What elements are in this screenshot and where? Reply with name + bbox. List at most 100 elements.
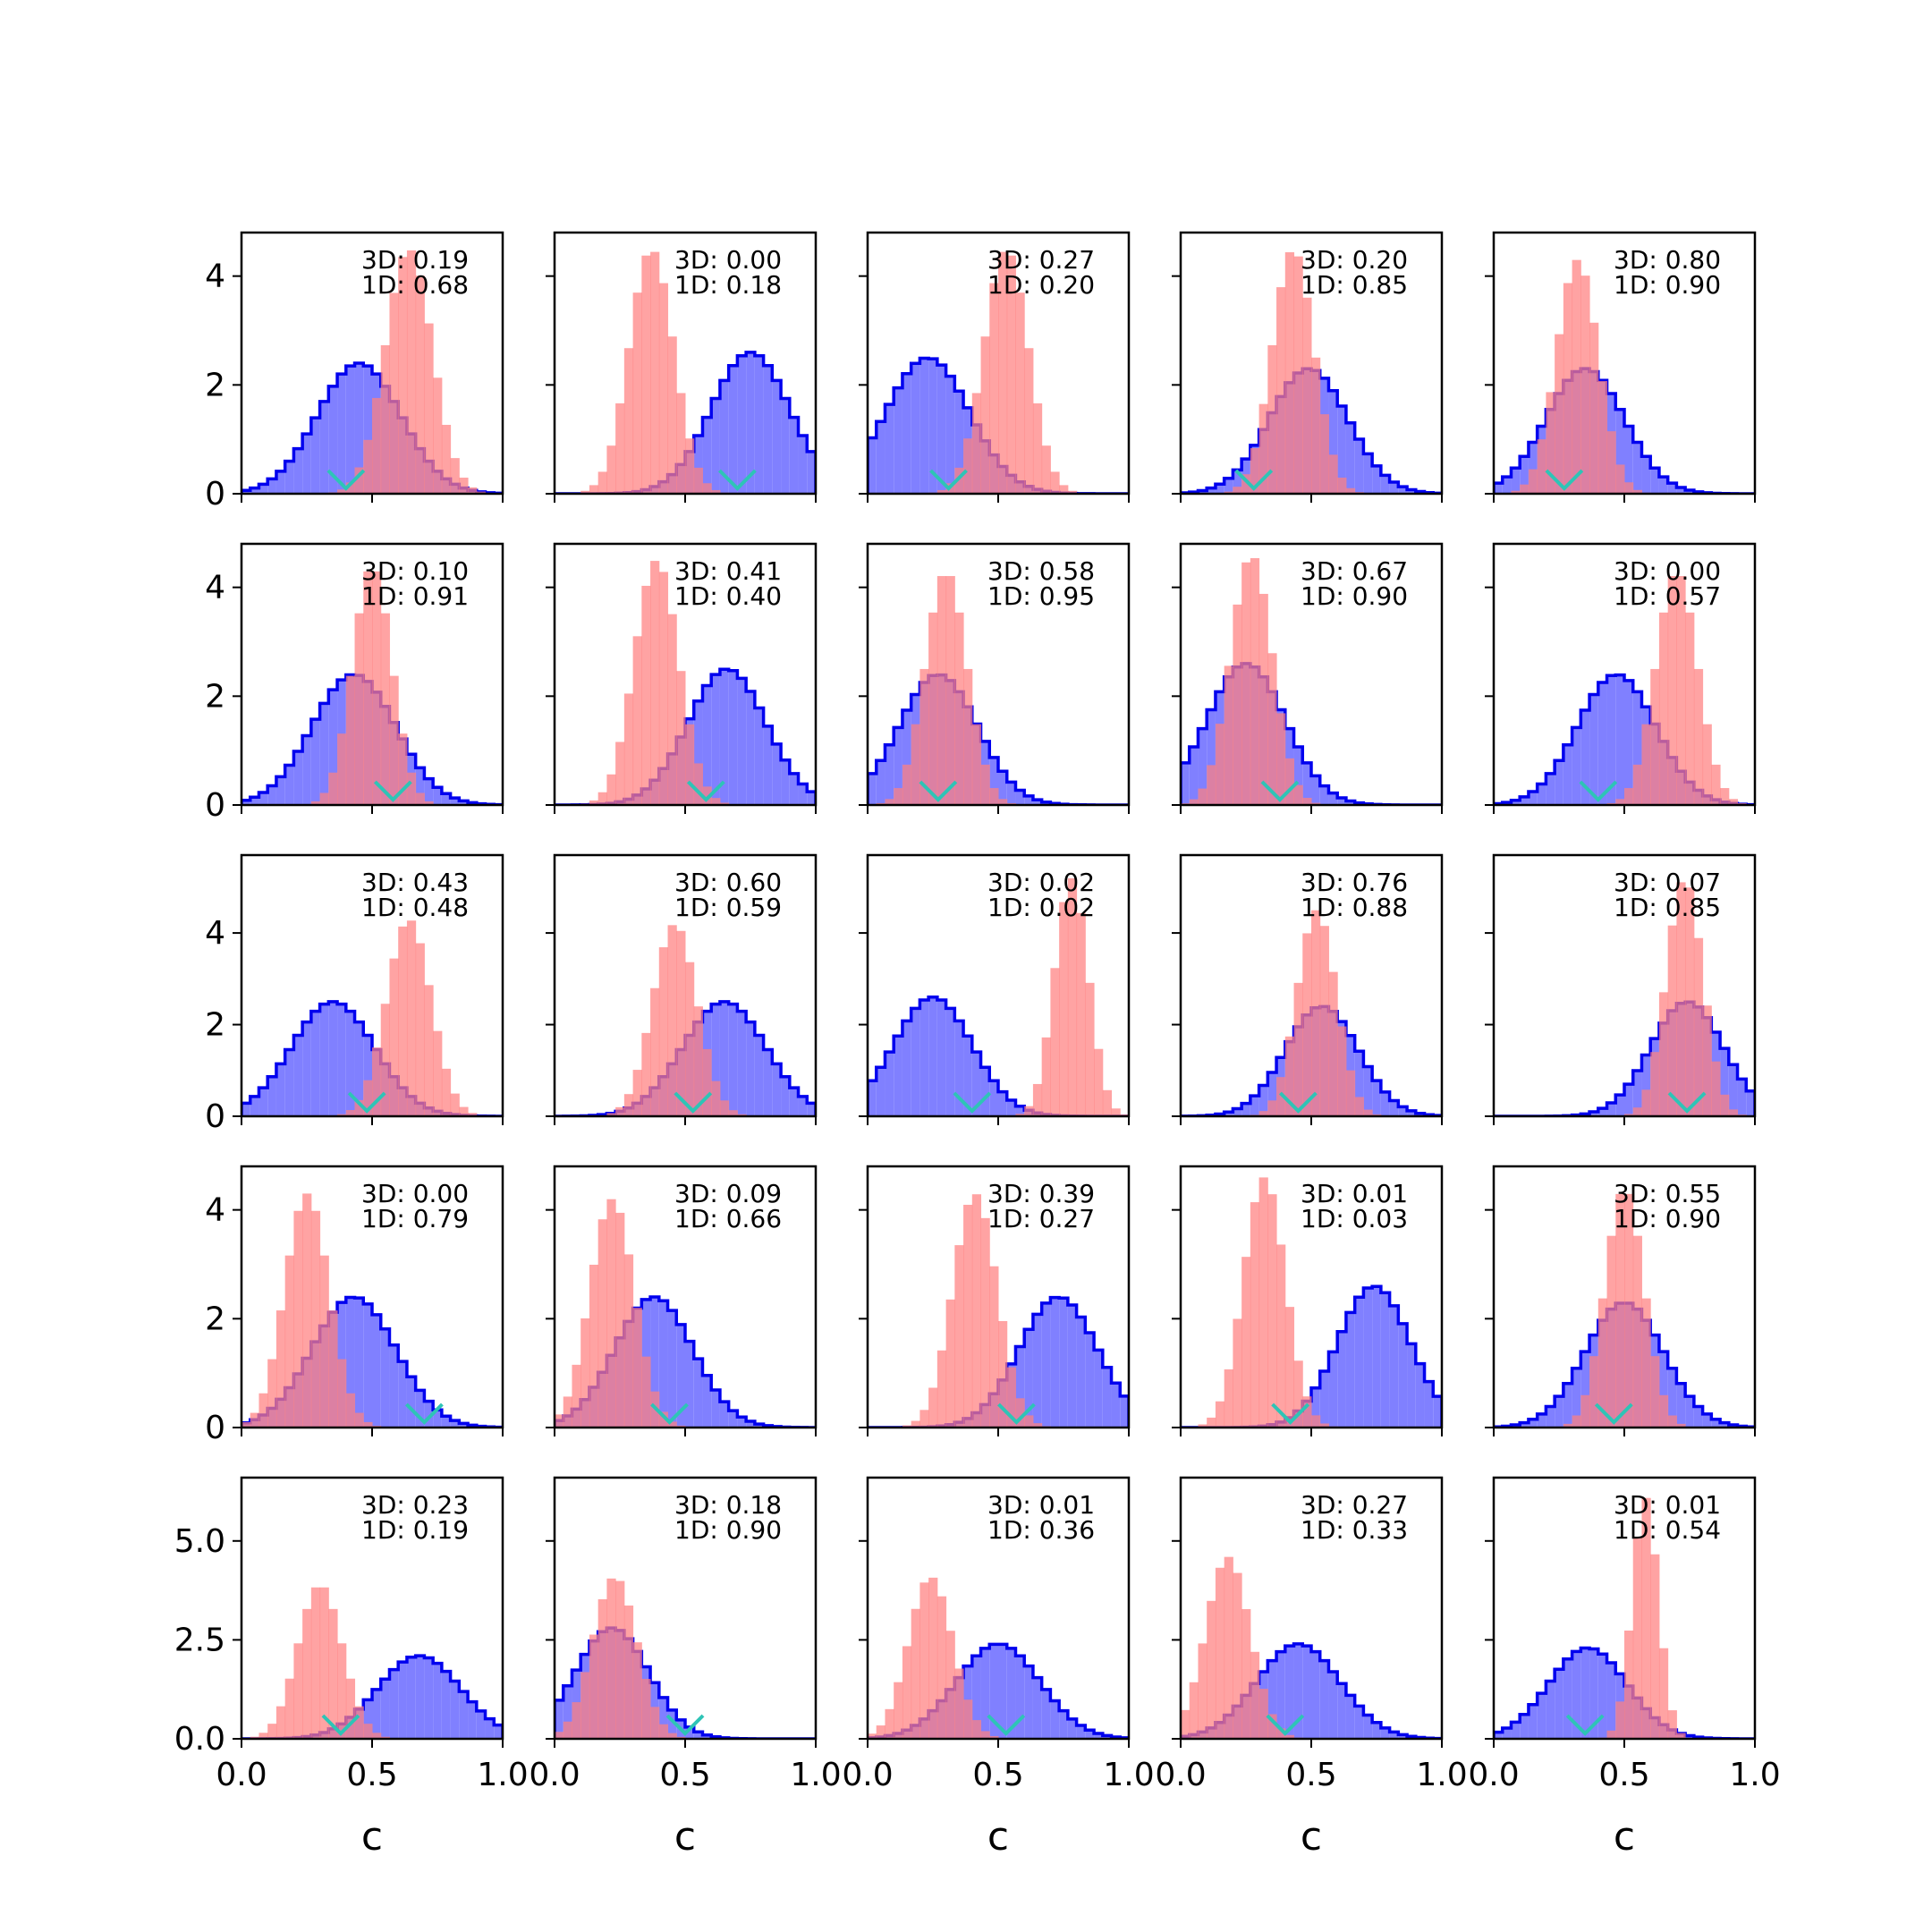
red-histogram-bar bbox=[1615, 464, 1625, 494]
blue-histogram-bar bbox=[1337, 798, 1346, 805]
red-histogram-bar bbox=[998, 1320, 1008, 1428]
plot-area bbox=[242, 250, 503, 494]
blue-histogram-bar bbox=[658, 1301, 668, 1428]
red-histogram-bar bbox=[258, 1733, 268, 1739]
annotation-1d: 1D: 0.48 bbox=[361, 893, 469, 922]
red-histogram-bar bbox=[1624, 788, 1634, 805]
red-histogram-bar bbox=[1024, 348, 1034, 494]
red-histogram-bar bbox=[615, 402, 625, 494]
red-histogram-bar bbox=[293, 1643, 303, 1739]
red-histogram-bar bbox=[389, 292, 399, 494]
blue-histogram-bar bbox=[1389, 1732, 1399, 1739]
blue-histogram-bar bbox=[398, 1662, 407, 1739]
x-axis-label: c bbox=[1301, 1814, 1322, 1860]
plot-area bbox=[868, 877, 1129, 1116]
red-histogram-bar bbox=[1284, 252, 1295, 494]
red-histogram-bar bbox=[415, 792, 425, 805]
red-histogram-bar bbox=[632, 1642, 642, 1739]
annotation-3d: 3D: 0.76 bbox=[1301, 868, 1408, 897]
blue-histogram-bar bbox=[1006, 1648, 1016, 1739]
blue-histogram-bar bbox=[1345, 1312, 1355, 1428]
blue-histogram-bar bbox=[1572, 1368, 1581, 1428]
blue-histogram-bar bbox=[763, 365, 773, 494]
plot-area bbox=[555, 251, 816, 494]
red-histogram-bar bbox=[1641, 1298, 1651, 1428]
blue-histogram-bar bbox=[363, 1699, 372, 1739]
blue-histogram-bar bbox=[1632, 691, 1642, 805]
blue-histogram-bar bbox=[885, 404, 894, 494]
annotation-1d: 1D: 0.79 bbox=[361, 1204, 469, 1233]
red-histogram-bar bbox=[641, 1356, 651, 1428]
blue-histogram-bar bbox=[1085, 1730, 1095, 1739]
annotation-3d: 3D: 0.55 bbox=[1614, 1179, 1721, 1208]
true-value-marker bbox=[987, 1714, 1026, 1736]
red-histogram-bar bbox=[1094, 1048, 1104, 1116]
blue-histogram-bar bbox=[1076, 1317, 1086, 1428]
red-histogram-bar bbox=[1041, 445, 1051, 494]
blue-histogram-bar bbox=[242, 490, 250, 494]
red-histogram-bar bbox=[1311, 1415, 1321, 1428]
blue-histogram-bar bbox=[354, 363, 364, 494]
blue-histogram-bar bbox=[989, 1644, 998, 1739]
red-histogram-bar bbox=[580, 1672, 590, 1739]
annotation-3d: 3D: 0.10 bbox=[361, 556, 469, 586]
red-histogram-bar bbox=[1250, 448, 1260, 494]
red-histogram-bar bbox=[1606, 1235, 1616, 1428]
red-histogram-bar bbox=[310, 801, 321, 805]
red-histogram-bar bbox=[876, 1725, 886, 1739]
red-histogram-bar bbox=[589, 800, 599, 805]
red-histogram-bar bbox=[1728, 1109, 1739, 1116]
blue-histogram-bar bbox=[868, 437, 877, 494]
red-histogram-bar bbox=[345, 1678, 356, 1739]
annotation-3d: 3D: 0.20 bbox=[1301, 245, 1408, 275]
red-histogram-bar bbox=[1667, 576, 1677, 805]
true-value-marker bbox=[373, 780, 412, 802]
plot-area bbox=[868, 1577, 1129, 1739]
blue-histogram-bar bbox=[302, 434, 311, 494]
blue-histogram-bar bbox=[1207, 487, 1216, 494]
x-tick-label: 1.0 bbox=[1103, 1757, 1154, 1793]
red-histogram-bar bbox=[1319, 1423, 1329, 1428]
annotation-1d: 1D: 0.20 bbox=[987, 270, 1095, 300]
y-tick-label: 0 bbox=[205, 1410, 225, 1446]
blue-histogram-bar bbox=[1067, 1718, 1077, 1739]
blue-histogram-bar bbox=[380, 1679, 390, 1739]
red-histogram-bar bbox=[711, 798, 721, 805]
red-histogram-bar bbox=[685, 962, 695, 1116]
blue-histogram-bar bbox=[911, 1008, 920, 1116]
blue-histogram-bar bbox=[658, 1697, 668, 1739]
blue-histogram-bar bbox=[1424, 1381, 1434, 1428]
red-histogram-bar bbox=[1276, 713, 1286, 805]
blue-histogram-bar bbox=[1293, 1643, 1303, 1739]
red-histogram-bar bbox=[1276, 1077, 1286, 1116]
y-tick-label: 4 bbox=[205, 915, 225, 952]
red-histogram-bar bbox=[623, 348, 634, 494]
red-histogram-bar bbox=[380, 1004, 390, 1116]
red-histogram-bar bbox=[1302, 798, 1312, 805]
blue-histogram-bar bbox=[389, 1344, 399, 1428]
annotation-1d: 1D: 0.66 bbox=[674, 1204, 782, 1233]
y-tick-label: 0 bbox=[205, 1098, 225, 1135]
red-histogram-bar bbox=[693, 1006, 703, 1116]
true-value-marker bbox=[1545, 469, 1584, 491]
blue-histogram-bar bbox=[441, 793, 451, 805]
red-histogram-bar bbox=[641, 585, 651, 805]
blue-histogram-bar bbox=[876, 760, 886, 805]
red-histogram-bar bbox=[1284, 1307, 1295, 1428]
blue-histogram-bar bbox=[746, 1021, 755, 1116]
red-histogram-bar bbox=[1589, 1356, 1599, 1428]
blue-histogram-bar bbox=[1189, 746, 1199, 805]
red-histogram-bar bbox=[919, 668, 929, 805]
blue-histogram-bar bbox=[1102, 1735, 1112, 1739]
blue-histogram-bar bbox=[319, 401, 329, 494]
plot-area bbox=[242, 920, 503, 1116]
true-value-marker bbox=[1667, 1091, 1707, 1114]
blue-histogram-bar bbox=[1563, 744, 1572, 805]
red-histogram-bar bbox=[319, 1255, 329, 1428]
red-histogram-bar bbox=[1572, 259, 1581, 494]
plot-area bbox=[242, 571, 503, 805]
red-histogram-bar bbox=[450, 458, 460, 494]
annotation-1d: 1D: 0.59 bbox=[674, 893, 782, 922]
